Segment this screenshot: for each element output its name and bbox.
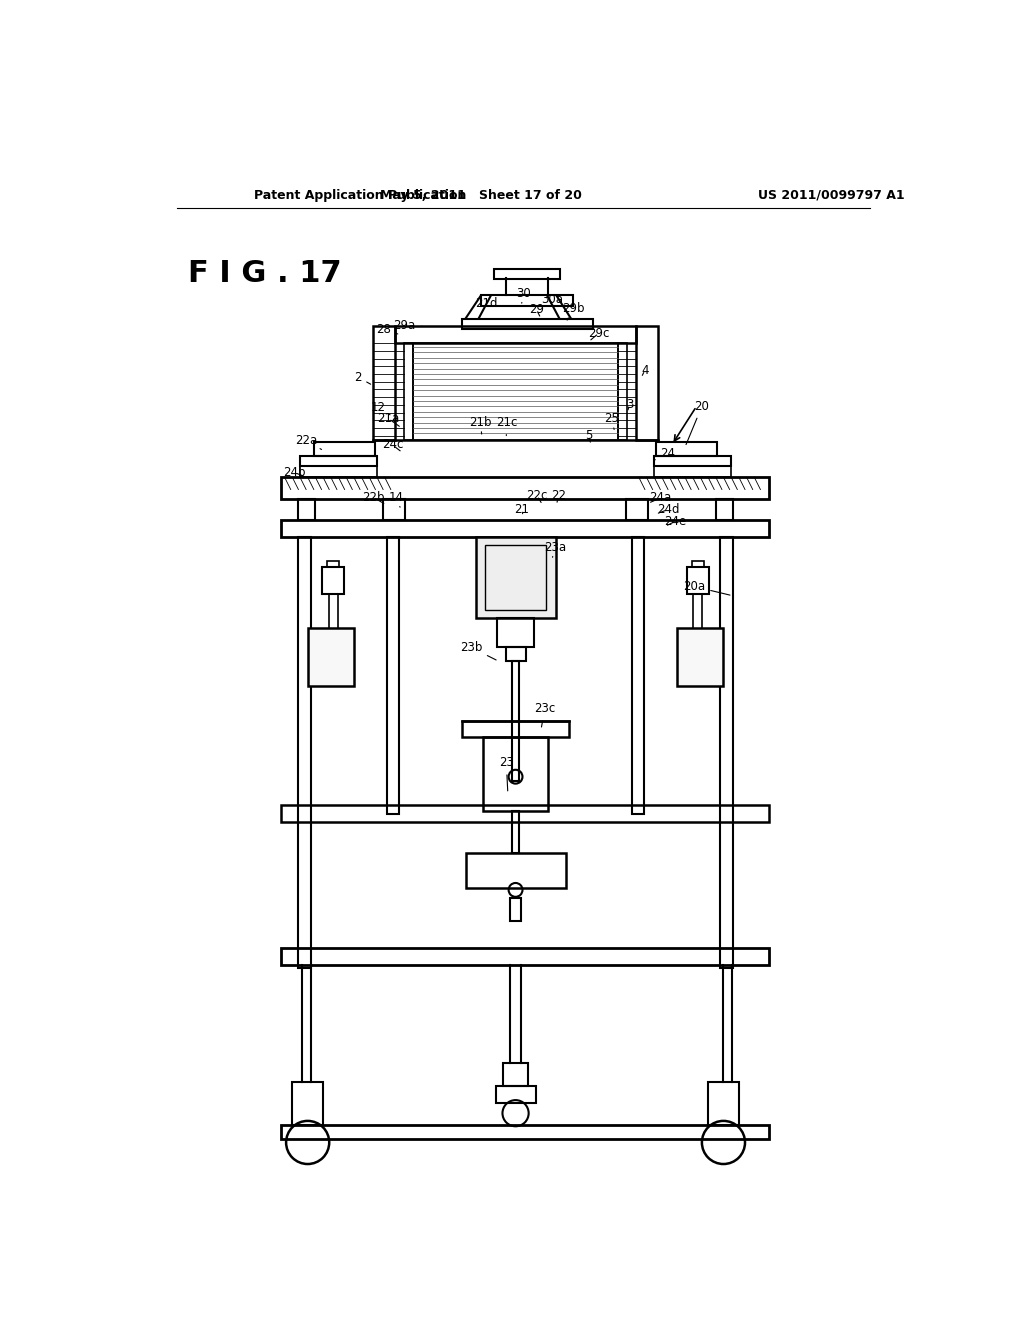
Bar bbox=[383, 499, 404, 520]
Text: 30: 30 bbox=[516, 286, 530, 304]
Bar bbox=[387, 537, 399, 814]
Bar bbox=[720, 537, 733, 969]
Bar bbox=[323, 568, 344, 594]
Text: 24b: 24b bbox=[284, 466, 306, 479]
Bar bbox=[692, 561, 705, 568]
Text: 29b: 29b bbox=[562, 302, 585, 321]
Text: Patent Application Publication: Patent Application Publication bbox=[254, 189, 466, 202]
Bar bbox=[687, 568, 709, 594]
Bar bbox=[512, 810, 519, 853]
Text: 25: 25 bbox=[604, 412, 620, 429]
Bar bbox=[708, 1082, 739, 1125]
Bar bbox=[637, 326, 658, 441]
Text: 4: 4 bbox=[641, 363, 648, 376]
Bar bbox=[512, 661, 518, 780]
Bar bbox=[632, 537, 644, 814]
Bar bbox=[466, 853, 565, 887]
Text: 21c: 21c bbox=[496, 416, 517, 436]
Text: 14: 14 bbox=[389, 491, 403, 507]
Text: 20a: 20a bbox=[683, 579, 730, 595]
Text: 24a: 24a bbox=[649, 491, 672, 504]
Text: 23a: 23a bbox=[545, 541, 566, 557]
Text: 2: 2 bbox=[354, 371, 371, 384]
Text: May 5, 2011   Sheet 17 of 20: May 5, 2011 Sheet 17 of 20 bbox=[380, 189, 582, 202]
Bar bbox=[716, 499, 733, 520]
Bar bbox=[627, 499, 648, 520]
Bar bbox=[307, 628, 354, 686]
Bar bbox=[281, 520, 769, 537]
Bar bbox=[300, 466, 377, 478]
Bar bbox=[654, 455, 731, 466]
Text: 22a: 22a bbox=[295, 434, 322, 449]
Text: 22: 22 bbox=[551, 490, 566, 502]
Text: 12: 12 bbox=[371, 400, 390, 414]
Text: 29a: 29a bbox=[393, 319, 422, 333]
Text: 29: 29 bbox=[528, 302, 544, 315]
Bar bbox=[655, 442, 717, 455]
Text: 22b: 22b bbox=[361, 491, 384, 504]
Bar bbox=[483, 738, 548, 810]
Bar bbox=[292, 1082, 323, 1125]
Bar bbox=[281, 948, 769, 965]
Text: 24c: 24c bbox=[382, 438, 403, 451]
Text: 5: 5 bbox=[585, 429, 593, 442]
Text: 24d: 24d bbox=[656, 503, 679, 516]
Bar bbox=[281, 478, 769, 499]
Bar bbox=[506, 647, 525, 661]
Text: 21d: 21d bbox=[475, 297, 498, 310]
Bar bbox=[692, 594, 701, 628]
Text: 21a: 21a bbox=[378, 412, 399, 426]
Bar bbox=[462, 721, 569, 738]
Bar bbox=[327, 561, 339, 568]
Bar bbox=[313, 442, 376, 455]
Bar bbox=[298, 537, 310, 969]
Text: 30a: 30a bbox=[542, 293, 563, 306]
Bar bbox=[503, 1063, 528, 1086]
Bar bbox=[394, 326, 637, 343]
Text: 22c: 22c bbox=[526, 490, 548, 503]
Bar bbox=[330, 594, 339, 628]
Text: F I G . 17: F I G . 17 bbox=[188, 260, 342, 288]
Text: 23: 23 bbox=[499, 756, 514, 791]
Bar bbox=[497, 618, 535, 647]
Bar bbox=[281, 1125, 769, 1139]
Bar bbox=[475, 537, 556, 618]
Text: 24: 24 bbox=[654, 446, 676, 461]
Bar bbox=[677, 628, 724, 686]
Text: 20: 20 bbox=[686, 400, 710, 445]
Bar bbox=[481, 296, 573, 306]
Bar bbox=[413, 343, 617, 441]
Text: 28: 28 bbox=[376, 323, 397, 335]
Text: 23b: 23b bbox=[460, 640, 497, 660]
Bar bbox=[298, 499, 315, 520]
Bar bbox=[496, 1086, 536, 1104]
Bar bbox=[617, 343, 628, 441]
Text: 21b: 21b bbox=[469, 416, 492, 434]
Text: US 2011/0099797 A1: US 2011/0099797 A1 bbox=[758, 189, 905, 202]
Bar bbox=[654, 466, 731, 478]
Text: 21: 21 bbox=[514, 503, 529, 516]
Bar bbox=[373, 326, 394, 441]
Bar bbox=[510, 898, 521, 921]
Bar bbox=[281, 805, 769, 822]
Bar bbox=[484, 545, 547, 610]
Text: 24e: 24e bbox=[665, 515, 687, 528]
Text: 3: 3 bbox=[626, 399, 633, 412]
Bar bbox=[403, 343, 413, 441]
Bar bbox=[300, 455, 377, 466]
Bar bbox=[462, 318, 593, 330]
Text: 29c: 29c bbox=[588, 326, 609, 339]
Text: 23c: 23c bbox=[535, 702, 555, 727]
Bar bbox=[494, 268, 560, 280]
